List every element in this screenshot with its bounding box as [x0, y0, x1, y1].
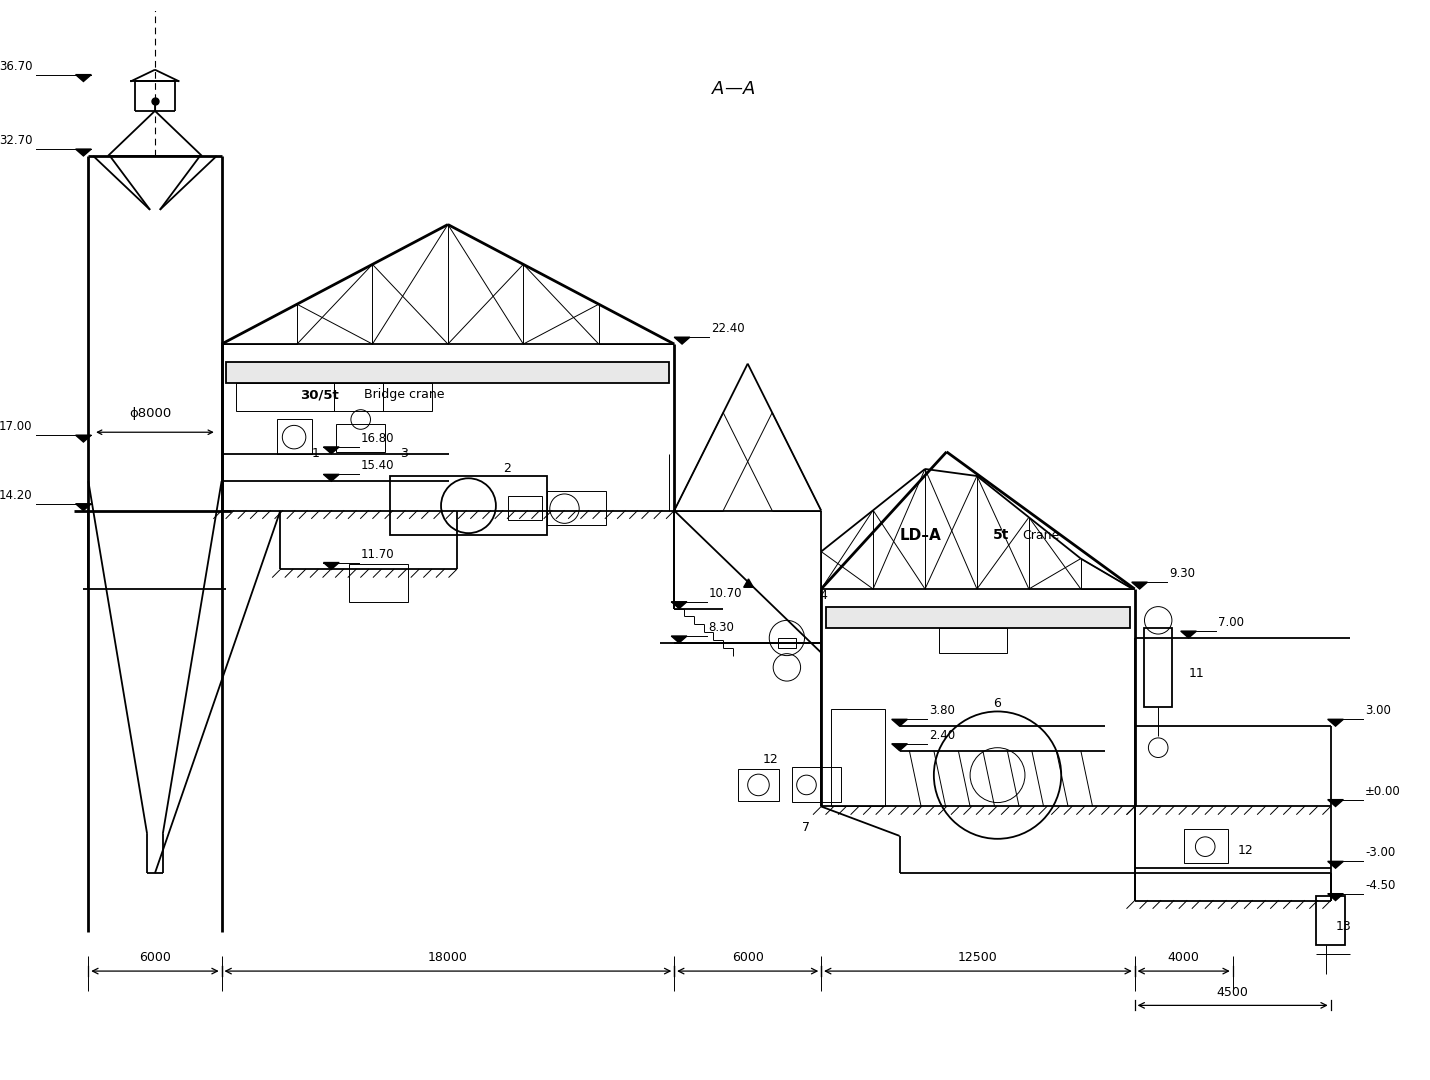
Text: Crane: Crane: [1022, 528, 1060, 541]
Bar: [335, 383, 383, 410]
Text: 32.70: 32.70: [0, 134, 33, 147]
Text: 12: 12: [1237, 843, 1253, 856]
Text: 10.70: 10.70: [708, 586, 742, 599]
Text: ±0.00: ±0.00: [1364, 785, 1400, 798]
Text: 3: 3: [400, 447, 408, 460]
Text: 14.20: 14.20: [0, 489, 33, 502]
Polygon shape: [76, 503, 92, 511]
Polygon shape: [892, 719, 908, 726]
Polygon shape: [892, 744, 908, 751]
Bar: [738, 769, 779, 800]
Text: 16.80: 16.80: [360, 432, 395, 445]
Polygon shape: [323, 563, 339, 569]
Text: $A$—$A$: $A$—$A$: [711, 80, 755, 98]
Text: -4.50: -4.50: [1364, 879, 1396, 892]
Text: 18000: 18000: [428, 951, 468, 964]
Polygon shape: [1181, 631, 1197, 638]
Polygon shape: [1327, 893, 1343, 901]
Polygon shape: [76, 149, 92, 156]
Bar: [1316, 895, 1346, 945]
Bar: [277, 419, 312, 454]
Text: 12500: 12500: [958, 951, 998, 964]
Text: -3.00: -3.00: [1364, 847, 1396, 860]
Polygon shape: [76, 435, 92, 442]
Text: 2: 2: [503, 461, 511, 474]
Text: 13: 13: [1336, 920, 1351, 933]
Text: 9.30: 9.30: [1168, 567, 1195, 580]
Text: ϕ8000: ϕ8000: [129, 407, 172, 420]
Text: 6000: 6000: [732, 951, 764, 964]
Text: LD–A: LD–A: [899, 528, 941, 542]
Bar: [792, 767, 841, 801]
Text: 1: 1: [312, 447, 319, 460]
Bar: [1184, 829, 1228, 863]
Text: 2.40: 2.40: [930, 729, 955, 742]
Polygon shape: [1327, 862, 1343, 868]
Text: 6000: 6000: [139, 951, 172, 964]
Bar: [508, 496, 542, 521]
Bar: [390, 476, 546, 535]
Bar: [831, 708, 885, 807]
Text: 5t: 5t: [992, 528, 1010, 542]
Text: 3.00: 3.00: [1364, 704, 1391, 717]
Text: 4500: 4500: [1217, 986, 1248, 999]
Polygon shape: [1327, 719, 1343, 726]
Text: 17.00: 17.00: [0, 420, 33, 433]
Text: 11.70: 11.70: [360, 548, 395, 561]
Text: 6: 6: [992, 697, 1001, 710]
Text: 12: 12: [762, 753, 778, 766]
Text: 8.30: 8.30: [708, 621, 735, 634]
Text: 30/5t: 30/5t: [300, 389, 339, 402]
Bar: [336, 424, 385, 451]
Text: 15.40: 15.40: [360, 459, 395, 472]
Text: 4: 4: [819, 589, 827, 602]
Text: 36.70: 36.70: [0, 59, 33, 72]
Bar: [226, 362, 669, 383]
Text: 22.40: 22.40: [712, 322, 745, 335]
Polygon shape: [1327, 799, 1343, 807]
Bar: [383, 383, 432, 410]
Bar: [778, 638, 795, 648]
Bar: [1144, 629, 1173, 706]
Polygon shape: [76, 75, 92, 81]
Text: 3.80: 3.80: [930, 704, 955, 717]
Text: Bridge crane: Bridge crane: [363, 389, 445, 402]
Text: 11: 11: [1188, 667, 1204, 680]
Polygon shape: [671, 636, 686, 643]
Text: 7: 7: [802, 821, 809, 834]
Polygon shape: [1131, 582, 1147, 589]
Text: 7.00: 7.00: [1218, 617, 1244, 630]
Bar: [827, 607, 1130, 629]
Bar: [236, 383, 335, 410]
Polygon shape: [671, 602, 686, 609]
Polygon shape: [323, 474, 339, 482]
Polygon shape: [674, 337, 689, 345]
Bar: [938, 629, 1007, 652]
Bar: [546, 491, 606, 525]
Text: 4000: 4000: [1168, 951, 1200, 964]
Polygon shape: [323, 447, 339, 454]
Bar: [349, 565, 408, 602]
